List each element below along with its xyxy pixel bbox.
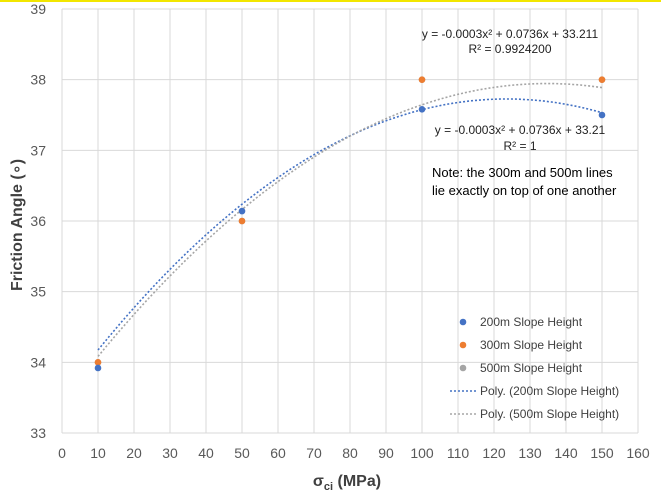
x-tick-label: 60 — [270, 445, 286, 461]
y-tick-label: 36 — [30, 213, 46, 229]
y-tick-labels: 33 34 35 36 37 38 39 — [30, 1, 46, 441]
data-points — [94, 76, 606, 372]
top-border — [0, 0, 661, 2]
y-tick-label: 34 — [30, 354, 46, 370]
x-tick-label: 100 — [410, 445, 434, 461]
r-squared-500m: R² = 0.9924200 — [468, 42, 551, 56]
x-tick-label: 40 — [198, 445, 214, 461]
point-200m — [598, 111, 606, 119]
r-squared-200m: R² = 1 — [503, 139, 536, 153]
point-300m — [94, 359, 102, 366]
point-300m — [418, 76, 426, 83]
x-axis-title-symbol: σ — [313, 473, 324, 490]
x-tick-label: 110 — [447, 445, 470, 461]
legend-marker-0 — [459, 318, 467, 326]
x-axis-title: σci (MPa) — [313, 473, 381, 493]
note-line-1: Note: the 300m and 500m lines — [432, 165, 613, 180]
legend-marker-1 — [459, 341, 467, 349]
x-tick-label: 0 — [58, 445, 66, 461]
point-200m — [238, 207, 246, 215]
trendlines — [97, 82, 603, 357]
x-tick-label: 140 — [554, 445, 578, 461]
x-tick-label: 30 — [162, 445, 178, 461]
legend-label-2: 500m Slope Height — [480, 361, 583, 375]
legend: 200m Slope Height 300m Slope Height 500m S… — [450, 315, 619, 421]
legend-label-3: Poly. (200m Slope Height) — [480, 384, 619, 398]
y-tick-label: 35 — [30, 284, 46, 300]
x-axis-title-unit: (MPa) — [333, 473, 381, 490]
point-300m — [598, 76, 606, 83]
x-axis-title-subscript: ci — [324, 481, 333, 493]
y-tick-label: 39 — [30, 1, 46, 17]
point-200m — [94, 364, 102, 372]
legend-label-4: Poly. (500m Slope Height) — [480, 407, 619, 421]
trendline-500m — [97, 82, 603, 357]
y-axis-title: Friction Angle (∘) — [9, 159, 26, 291]
x-tick-label: 90 — [378, 445, 394, 461]
y-tick-label: 37 — [30, 142, 46, 158]
legend-label-1: 300m Slope Height — [480, 338, 583, 352]
point-200m — [418, 106, 426, 113]
x-tick-labels: 0 10 20 30 40 50 60 70 80 90 100 110 120 130 140 150 160 — [58, 445, 650, 461]
point-300m — [238, 217, 246, 225]
equation-200m: y = -0.0003x² + 0.0736x + 33.21 — [435, 123, 606, 137]
legend-label-0: 200m Slope Height — [480, 315, 583, 329]
x-tick-label: 120 — [482, 445, 506, 461]
x-tick-label: 50 — [234, 445, 250, 461]
legend-marker-2 — [459, 364, 467, 372]
x-tick-label: 10 — [90, 445, 106, 461]
x-tick-label: 150 — [590, 445, 614, 461]
note-line-2: lie exactly on top of one another — [432, 183, 617, 198]
y-tick-label: 33 — [30, 425, 46, 441]
y-tick-label: 38 — [30, 72, 46, 88]
x-tick-label: 130 — [518, 445, 542, 461]
x-tick-label: 160 — [626, 445, 650, 461]
x-tick-label: 70 — [306, 445, 322, 461]
x-tick-label: 80 — [342, 445, 358, 461]
equation-500m: y = -0.0003x² + 0.0736x + 33.211 — [422, 27, 599, 41]
grid-lines — [61, 8, 639, 434]
x-tick-label: 20 — [126, 445, 142, 461]
